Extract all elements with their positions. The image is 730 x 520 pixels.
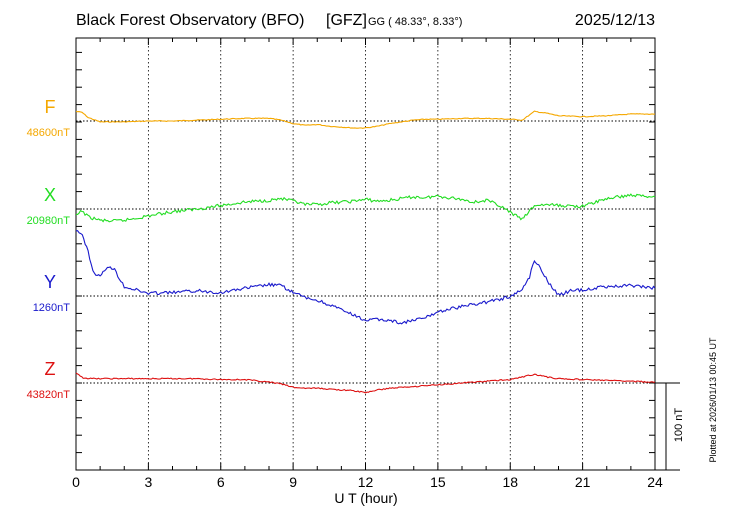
channel-label-f: F <box>45 97 56 117</box>
x-tick-label: 0 <box>72 474 80 490</box>
grid-lines <box>147 38 584 470</box>
series-lines <box>75 110 656 394</box>
scale-bar-label: 100 nT <box>673 408 685 443</box>
channel-labels: F 48600nT X 20980nT Y 1260nT Z 43820nT <box>27 97 71 401</box>
channel-baseline-z: 43820nT <box>27 389 71 401</box>
x-axis-tick-labels: 0 3 6 9 12 15 18 21 24 <box>72 474 663 490</box>
station-coordinates: GG ( 48.33°, 8.33°) <box>368 16 462 28</box>
channel-baselines <box>76 120 655 384</box>
channel-baseline-x: 20980nT <box>27 215 71 227</box>
x-tick-label: 15 <box>430 474 446 490</box>
x-axis-ticks <box>75 38 656 470</box>
series-line-f <box>75 110 656 129</box>
x-tick-label: 21 <box>575 474 591 490</box>
series-line-z <box>75 372 656 394</box>
channel-label-y: Y <box>44 272 56 292</box>
y-axis-ticks <box>76 51 655 471</box>
x-axis-label: U T (hour) <box>334 490 397 506</box>
x-tick-label: 24 <box>647 474 663 490</box>
institute-tag: [GFZ] <box>326 12 367 29</box>
x-tick-label: 3 <box>144 474 152 490</box>
channel-label-x: X <box>44 185 56 205</box>
series-line-y <box>75 230 656 325</box>
x-tick-label: 18 <box>502 474 518 490</box>
x-tick-label: 12 <box>358 474 374 490</box>
observatory-title: Black Forest Observatory (BFO) <box>76 12 305 29</box>
series-line-x <box>76 193 656 223</box>
x-tick-label: 9 <box>289 474 297 490</box>
scale-bar: 100 nT <box>655 382 685 471</box>
chart-date: 2025/12/13 <box>575 12 655 29</box>
channel-label-z: Z <box>45 359 56 379</box>
x-tick-label: 6 <box>217 474 225 490</box>
channel-baseline-f: 48600nT <box>27 127 71 139</box>
plotted-timestamp: Plotted at 2026/01/13 00:45 UT <box>708 337 718 463</box>
channel-baseline-y: 1260nT <box>33 302 71 314</box>
